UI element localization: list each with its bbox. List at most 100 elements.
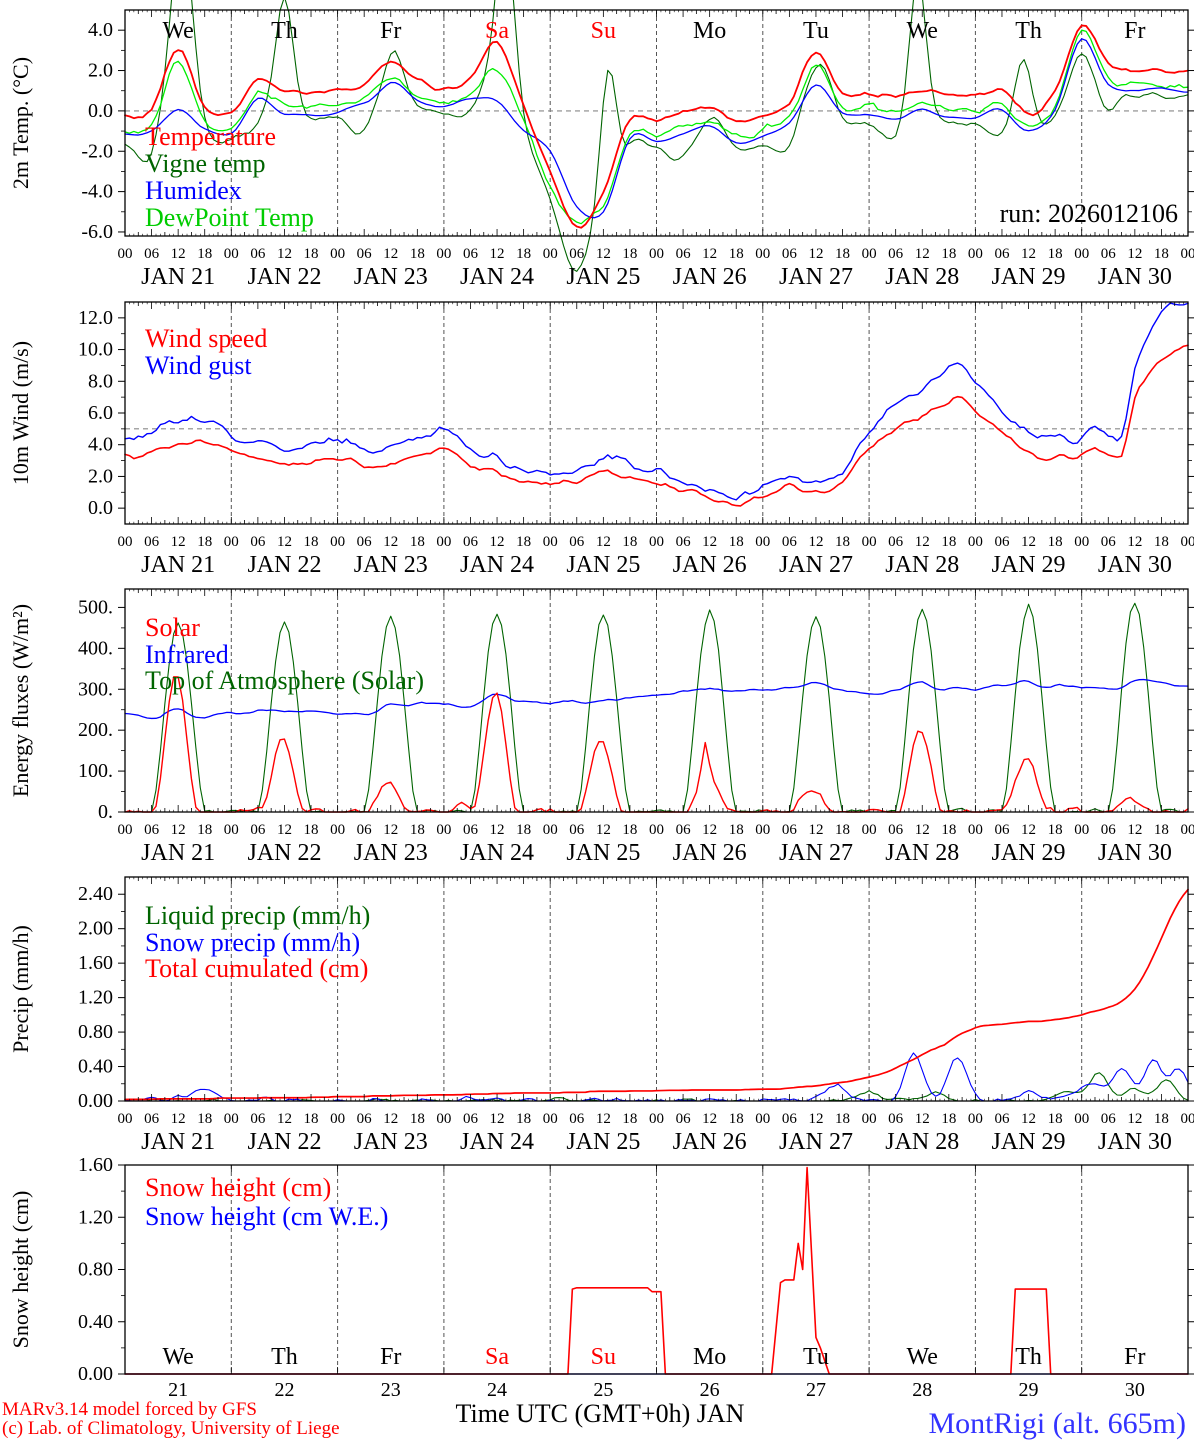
svg-text:JAN 30: JAN 30 (1098, 552, 1172, 578)
svg-text:0.80: 0.80 (78, 1021, 113, 1043)
svg-text:18: 18 (835, 1111, 850, 1127)
svg-text:-2.0: -2.0 (81, 140, 113, 162)
svg-text:18: 18 (729, 534, 744, 550)
svg-text:JAN 22: JAN 22 (247, 1129, 321, 1155)
svg-text:06: 06 (357, 1111, 373, 1127)
svg-text:18: 18 (304, 534, 319, 550)
svg-text:0.40: 0.40 (78, 1056, 113, 1078)
svg-text:00: 00 (436, 534, 451, 550)
svg-text:21: 21 (168, 1379, 188, 1401)
svg-text:MontRigi (alt. 665m): MontRigi (alt. 665m) (929, 1407, 1187, 1440)
svg-text:06: 06 (676, 1111, 692, 1127)
svg-text:12: 12 (702, 534, 717, 550)
svg-text:Th: Th (271, 18, 298, 44)
svg-text:We: We (162, 1344, 193, 1370)
svg-text:JAN 22: JAN 22 (247, 840, 321, 866)
svg-text:Tu: Tu (803, 18, 829, 44)
svg-text:00: 00 (330, 822, 345, 838)
svg-text:00: 00 (755, 534, 770, 550)
svg-text:JAN 22: JAN 22 (247, 552, 321, 578)
svg-text:06: 06 (569, 246, 585, 262)
svg-text:00: 00 (224, 1111, 239, 1127)
svg-text:27: 27 (806, 1379, 826, 1401)
svg-text:06: 06 (463, 246, 479, 262)
svg-text:30: 30 (1125, 1379, 1145, 1401)
svg-text:00: 00 (118, 246, 133, 262)
svg-text:06: 06 (782, 822, 798, 838)
svg-text:Mo: Mo (693, 18, 726, 44)
svg-text:JAN 26: JAN 26 (673, 264, 747, 290)
svg-text:JAN 28: JAN 28 (885, 840, 959, 866)
svg-text:00: 00 (330, 534, 345, 550)
svg-text:We: We (907, 18, 938, 44)
svg-text:06: 06 (144, 822, 160, 838)
svg-text:6.0: 6.0 (88, 402, 113, 424)
svg-text:18: 18 (729, 1111, 744, 1127)
svg-text:06: 06 (250, 246, 266, 262)
svg-text:12: 12 (490, 246, 505, 262)
svg-text:300.: 300. (78, 678, 113, 700)
svg-text:00: 00 (755, 1111, 770, 1127)
svg-text:00: 00 (1074, 822, 1089, 838)
svg-text:00: 00 (862, 822, 877, 838)
svg-text:12: 12 (1021, 822, 1036, 838)
svg-text:2.0: 2.0 (88, 60, 113, 82)
svg-text:00: 00 (1181, 246, 1194, 262)
svg-text:JAN 29: JAN 29 (992, 552, 1066, 578)
svg-text:06: 06 (994, 534, 1010, 550)
svg-text:18: 18 (835, 246, 850, 262)
svg-text:06: 06 (1101, 534, 1117, 550)
svg-text:12: 12 (383, 822, 398, 838)
svg-text:12: 12 (915, 534, 930, 550)
svg-text:Snow height (cm W.E.): Snow height (cm W.E.) (145, 1202, 388, 1231)
svg-text:12: 12 (702, 1111, 717, 1127)
svg-text:0.0: 0.0 (88, 497, 113, 519)
svg-text:JAN 27: JAN 27 (779, 552, 853, 578)
svg-text:00: 00 (649, 534, 664, 550)
svg-text:JAN 26: JAN 26 (673, 840, 747, 866)
svg-text:00: 00 (1074, 246, 1089, 262)
svg-text:18: 18 (622, 246, 637, 262)
svg-text:06: 06 (144, 1111, 160, 1127)
svg-text:10.0: 10.0 (78, 339, 113, 361)
svg-text:Su: Su (591, 18, 616, 44)
svg-text:18: 18 (410, 246, 425, 262)
svg-text:Liquid precip (mm/h): Liquid precip (mm/h) (145, 901, 370, 930)
svg-text:12: 12 (277, 246, 292, 262)
svg-text:Fr: Fr (380, 18, 401, 44)
svg-text:Wind gust: Wind gust (145, 351, 252, 380)
svg-text:12: 12 (171, 534, 186, 550)
svg-text:12: 12 (915, 246, 930, 262)
svg-text:06: 06 (569, 822, 585, 838)
svg-text:JAN 25: JAN 25 (566, 552, 640, 578)
svg-text:MARv3.14 model forced by GFS: MARv3.14 model forced by GFS (2, 1399, 257, 1420)
svg-text:1.60: 1.60 (78, 952, 113, 974)
svg-text:18: 18 (1048, 1111, 1063, 1127)
svg-text:22: 22 (274, 1379, 294, 1401)
svg-text:00: 00 (543, 534, 558, 550)
svg-text:JAN 26: JAN 26 (673, 552, 747, 578)
svg-text:18: 18 (410, 1111, 425, 1127)
svg-text:12: 12 (1127, 1111, 1142, 1127)
svg-text:JAN 30: JAN 30 (1098, 264, 1172, 290)
svg-text:26: 26 (700, 1379, 720, 1401)
svg-text:00: 00 (436, 246, 451, 262)
svg-text:18: 18 (516, 534, 531, 550)
svg-text:18: 18 (729, 822, 744, 838)
svg-text:00: 00 (755, 822, 770, 838)
svg-text:00: 00 (330, 1111, 345, 1127)
svg-text:18: 18 (304, 822, 319, 838)
svg-text:12: 12 (383, 1111, 398, 1127)
svg-text:JAN 30: JAN 30 (1098, 1129, 1172, 1155)
svg-text:1.20: 1.20 (78, 1206, 113, 1228)
svg-text:06: 06 (250, 822, 266, 838)
svg-text:00: 00 (968, 822, 983, 838)
svg-text:06: 06 (357, 246, 373, 262)
svg-text:18: 18 (197, 1111, 212, 1127)
svg-text:12: 12 (171, 246, 186, 262)
svg-text:Vigne temp: Vigne temp (145, 149, 265, 178)
svg-text:00: 00 (649, 822, 664, 838)
svg-text:18: 18 (1048, 534, 1063, 550)
svg-text:Tu: Tu (803, 1344, 829, 1370)
svg-text:00: 00 (118, 822, 133, 838)
